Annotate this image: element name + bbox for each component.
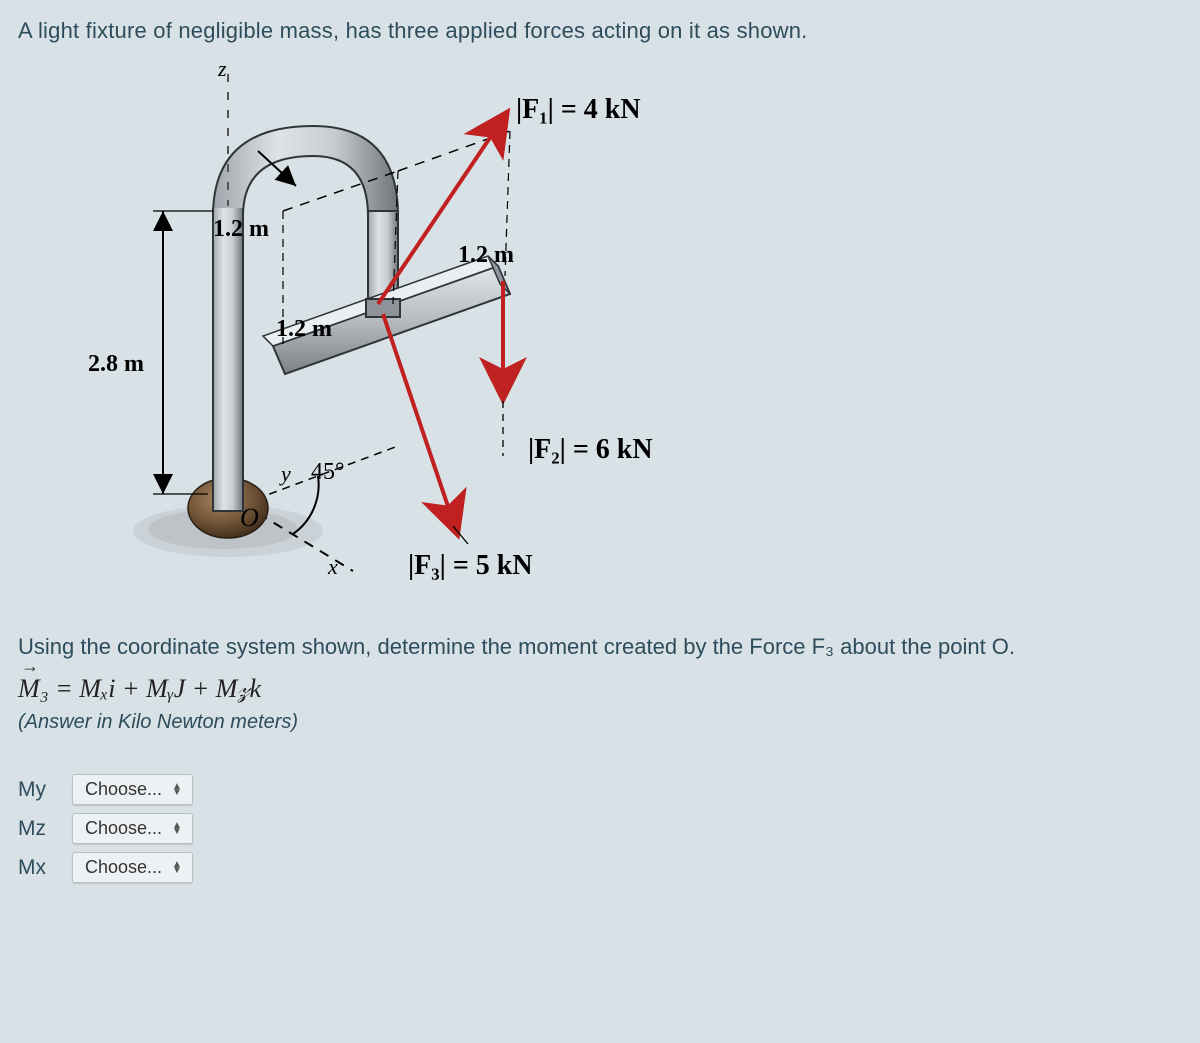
moment-equation: M₃ = Mₓi + MᵧJ + M𝓏k [18, 674, 1182, 705]
arc-radius-label: 1.2 m [213, 216, 269, 243]
answer-row-mz: Mz Choose... ▲▼ [18, 813, 1182, 844]
answer-row-my: My Choose... ▲▼ [18, 774, 1182, 805]
answer-label-mz: Mz [18, 817, 58, 841]
z-axis-label: z [218, 56, 227, 82]
answer-section: My Choose... ▲▼ Mz Choose... ▲▼ Mx Choos… [18, 774, 1182, 883]
height-label: 2.8 m [88, 351, 144, 378]
select-mx-value: Choose... [85, 857, 162, 878]
answer-units-note: (Answer in Kilo Newton meters) [18, 711, 1182, 734]
origin-label: O [240, 503, 259, 533]
select-my[interactable]: Choose... ▲▼ [72, 774, 193, 805]
chevron-updown-icon: ▲▼ [172, 862, 182, 874]
angle-label: 45° [311, 459, 345, 486]
select-mz[interactable]: Choose... ▲▼ [72, 813, 193, 844]
select-mz-value: Choose... [85, 818, 162, 839]
f3-label: |F₃| = 5 kN [408, 550, 533, 582]
f1-label: |F₁| = 4 kN [516, 94, 641, 126]
select-mx[interactable]: Choose... ▲▼ [72, 852, 193, 883]
figure: z |F₁| = 4 kN 1.2 m 1.2 m 1.2 m 2.8 m |F… [58, 56, 918, 616]
problem-prompt: A light fixture of negligible mass, has … [18, 18, 1182, 44]
chevron-updown-icon: ▲▼ [172, 784, 182, 796]
arm-half2-label: 1.2 m [458, 242, 514, 269]
answer-label-mx: Mx [18, 856, 58, 880]
chevron-updown-icon: ▲▼ [172, 823, 182, 835]
f2-label: |F₂| = 6 kN [528, 434, 653, 466]
y-axis-label: y [281, 461, 291, 487]
answer-label-my: My [18, 778, 58, 802]
answer-row-mx: Mx Choose... ▲▼ [18, 852, 1182, 883]
x-axis-label: x [328, 554, 338, 580]
arm-half1-label: 1.2 m [276, 316, 332, 343]
select-my-value: Choose... [85, 779, 162, 800]
question-text: Using the coordinate system shown, deter… [18, 634, 1182, 660]
